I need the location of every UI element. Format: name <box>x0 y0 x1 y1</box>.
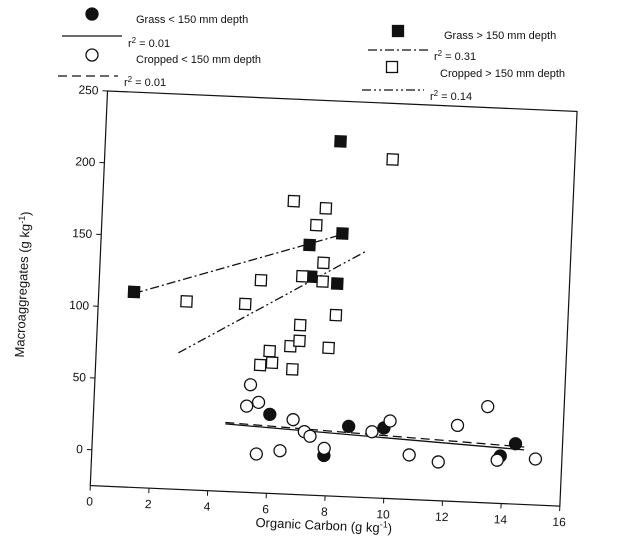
data-point <box>249 447 263 461</box>
data-point <box>329 308 343 322</box>
data-point <box>243 378 258 392</box>
data-points <box>127 134 543 469</box>
data-point <box>180 295 193 308</box>
data-point <box>490 453 504 467</box>
legend-marker <box>85 7 99 21</box>
x-tick-label: 2 <box>145 497 153 511</box>
data-point <box>265 356 279 370</box>
data-point <box>365 425 379 439</box>
y-tick-label: 100 <box>69 298 90 313</box>
fit-lines <box>133 232 525 451</box>
legend-r2: r2 = 0.14 <box>430 89 472 103</box>
data-point <box>431 455 445 469</box>
legend-r2: r2 = 0.01 <box>128 36 170 50</box>
r2-symbol: r <box>128 38 132 50</box>
data-point <box>293 318 307 332</box>
axis-ticks: 0 2 4 6 8 10 12 14 16 0 50 100 150 200 250 <box>69 83 567 530</box>
y-tick-label: 150 <box>72 226 93 241</box>
data-point <box>263 407 277 421</box>
data-point <box>303 429 317 443</box>
r2-superscript: 2 <box>434 89 439 98</box>
r2-superscript: 2 <box>128 75 133 84</box>
data-point <box>127 285 141 299</box>
y-tick-label: 250 <box>78 83 99 98</box>
y-axis-title: Macroaggregates (g kg-1) <box>11 211 33 358</box>
x-tick-label: 6 <box>262 502 270 516</box>
data-point <box>238 297 252 311</box>
legend-r2: r2 = 0.01 <box>124 75 166 89</box>
data-point <box>335 227 349 240</box>
data-point <box>528 452 543 466</box>
x-tick-label: 14 <box>493 512 507 527</box>
legend-marker <box>85 48 99 62</box>
y-tick-label: 0 <box>76 442 84 456</box>
r2-value: = 0.01 <box>132 77 166 89</box>
data-point <box>309 218 323 232</box>
x-tick-label: 4 <box>203 500 211 514</box>
data-point <box>239 399 254 413</box>
data-point <box>508 437 523 451</box>
data-point <box>330 277 344 290</box>
x-tick-label: 0 <box>86 494 94 508</box>
data-point <box>402 448 416 462</box>
legend-label: Cropped < 150 mm depth <box>136 54 261 66</box>
plot-area: 0 2 4 6 8 10 12 14 16 0 50 100 150 200 250 Organic Car… <box>11 83 578 536</box>
x-axis-title: Organic Carbon (g kg-1) <box>255 514 392 536</box>
r2-value: = 0.31 <box>442 51 476 63</box>
r2-value: = 0.01 <box>136 38 170 50</box>
y-tick-label: 200 <box>75 154 96 169</box>
r2-superscript: 2 <box>438 49 443 58</box>
data-point <box>450 418 465 433</box>
fit-line <box>225 421 525 448</box>
data-point <box>319 201 333 215</box>
r2-symbol: r <box>124 77 128 89</box>
r2-symbol: r <box>434 51 438 63</box>
data-point <box>263 344 277 358</box>
data-point <box>481 399 495 414</box>
data-point <box>287 194 301 208</box>
data-point <box>251 395 266 409</box>
legend-label: Cropped > 150 mm depth <box>440 68 565 80</box>
legend-marker <box>385 60 399 74</box>
data-point <box>317 256 330 270</box>
data-point <box>317 441 331 455</box>
r2-symbol: r <box>430 91 434 103</box>
data-point <box>273 444 287 458</box>
data-point <box>285 362 299 376</box>
data-point <box>293 334 306 348</box>
legend-marker <box>391 24 405 38</box>
r2-value: = 0.14 <box>438 91 472 103</box>
data-point <box>316 275 330 288</box>
plot-frame <box>89 90 578 507</box>
x-tick-label: 12 <box>435 510 449 525</box>
x-tick-label: 10 <box>376 507 390 522</box>
data-point <box>334 134 347 148</box>
y-tick-label: 50 <box>72 370 86 385</box>
x-tick-label: 16 <box>552 515 566 530</box>
data-point <box>303 238 316 252</box>
r2-superscript: 2 <box>132 36 137 45</box>
legend-label: Grass < 150 mm depth <box>136 14 248 26</box>
data-point <box>386 153 400 166</box>
fit-line <box>178 251 366 354</box>
data-point <box>342 419 356 434</box>
fit-line <box>133 232 346 295</box>
data-point <box>253 358 267 372</box>
data-point <box>295 269 309 283</box>
data-point <box>322 341 335 355</box>
x-tick-label: 8 <box>321 505 329 519</box>
legend-r2: r2 = 0.31 <box>434 49 476 63</box>
legend-label: Grass > 150 mm depth <box>444 30 556 42</box>
data-point <box>254 273 268 287</box>
data-point <box>286 413 300 427</box>
data-point <box>383 414 397 428</box>
